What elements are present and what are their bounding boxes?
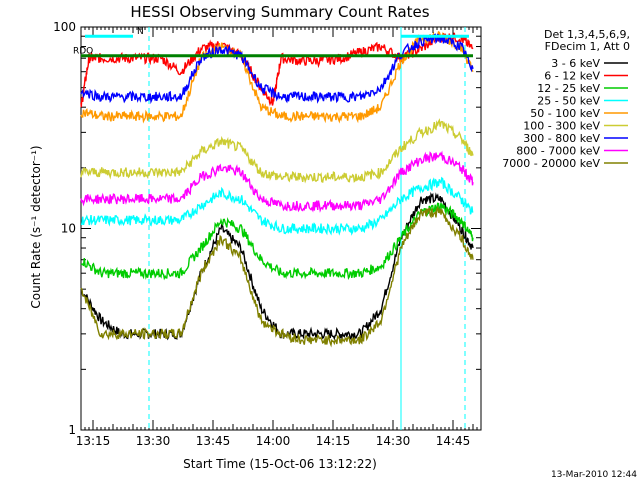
x-tick-label: 14:15 xyxy=(316,434,351,448)
legend-header-line-1: Det 1,3,4,5,6,9, xyxy=(544,28,630,41)
series-line-7 xyxy=(80,150,474,213)
y-tick-label: 1 xyxy=(68,423,76,437)
series-line-6 xyxy=(80,33,474,105)
y-axis-label: Count Rate (s⁻¹ detector⁻¹) xyxy=(29,145,43,308)
legend-entry-label: 7000 - 20000 keV xyxy=(502,157,600,170)
x-tick-label: 13:15 xyxy=(76,434,111,448)
generation-timestamp: 13-Mar-2010 12:44 xyxy=(551,470,637,480)
x-axis-label: Start Time (15-Oct-06 13:12:22) xyxy=(183,457,377,471)
x-tick-label: 14:00 xyxy=(256,434,291,448)
series-line-8 xyxy=(80,205,474,348)
legend-entry-label: 12 - 25 keV xyxy=(537,82,600,95)
legend-entry-label: 50 - 100 keV xyxy=(530,107,600,120)
chart-title: HESSI Observing Summary Count Rates xyxy=(130,3,429,21)
flag-label: N xyxy=(137,27,144,37)
y-tick-label: 10 xyxy=(61,222,76,236)
legend-header-line-2: FDecim 1, Att 0 xyxy=(545,40,630,53)
series-line-3 xyxy=(80,176,474,236)
plot-frame xyxy=(80,26,482,431)
legend-entry-label: 6 - 12 keV xyxy=(544,70,600,83)
legend-entry-label: 800 - 7000 keV xyxy=(516,145,600,158)
x-tick-label: 14:45 xyxy=(436,434,471,448)
series-line-5 xyxy=(80,118,474,184)
y-tick-label: 100 xyxy=(53,20,76,34)
legend-entry-label: 100 - 300 keV xyxy=(523,120,600,133)
x-tick-label: 14:30 xyxy=(376,434,411,448)
series-line-2 xyxy=(80,202,474,281)
flag-label: RDO xyxy=(73,47,93,57)
legend-entry-label: 300 - 800 keV xyxy=(523,132,600,145)
x-tick-label: 13:30 xyxy=(136,434,171,448)
legend-header: Det 1,3,4,5,6,9, FDecim 1, Att 0 xyxy=(544,28,630,53)
x-tick-label: 13:45 xyxy=(196,434,231,448)
legend-entry-label: 3 - 6 keV xyxy=(551,57,600,70)
legend-entry-label: 25 - 50 keV xyxy=(537,95,600,108)
